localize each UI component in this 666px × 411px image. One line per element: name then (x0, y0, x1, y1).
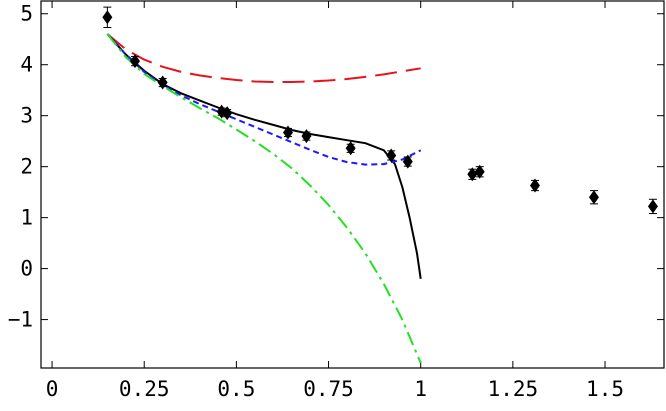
diamond-marker (474, 164, 485, 179)
diamond-marker (345, 141, 356, 156)
x-tick-label: 0.25 (119, 377, 170, 401)
data-point (282, 125, 293, 140)
diamond-marker (222, 106, 233, 121)
y-tick-label: 1 (20, 206, 33, 230)
y-tick-label: 0 (20, 257, 33, 281)
x-tick-label: 0.5 (217, 377, 255, 401)
x-tick-label: 1.25 (488, 377, 539, 401)
data-point (301, 129, 312, 144)
diamond-marker (647, 199, 658, 214)
curves (106, 33, 422, 364)
diamond-marker (130, 54, 141, 69)
data-point (222, 106, 233, 121)
data-point (386, 148, 397, 163)
y-tick-label: −1 (8, 308, 33, 332)
series-dash-dot-line (106, 33, 422, 364)
diamond-marker (588, 190, 599, 205)
series-solid-line (106, 33, 422, 279)
plot-frame (40, 0, 665, 369)
x-tick-label: 1.5 (586, 377, 624, 401)
data-point (529, 178, 540, 193)
diamond-marker (386, 148, 397, 163)
diamond-marker (282, 125, 293, 140)
y-tick-label: 2 (20, 155, 33, 179)
data-point (467, 167, 478, 182)
data-point (647, 198, 658, 215)
diamond-marker (402, 154, 413, 169)
data-point (402, 154, 413, 169)
diamond-marker (301, 129, 312, 144)
data-point (588, 190, 599, 205)
data-point (345, 141, 356, 156)
data-points (102, 6, 658, 215)
series-short-dash-line (106, 33, 422, 166)
series-long-dash-line (106, 33, 421, 83)
y-tick-label: 4 (20, 53, 33, 77)
y-axis: −1 0 1 2 3 4 5 (8, 2, 664, 332)
data-point (130, 54, 141, 69)
y-tick-label: 3 (20, 104, 33, 128)
y-tick-label: 5 (20, 2, 33, 26)
x-tick-label: 1 (414, 377, 427, 401)
data-point (157, 75, 168, 90)
data-point (474, 164, 485, 179)
x-tick-label: 0.75 (303, 377, 354, 401)
x-tick-label: 0 (46, 377, 59, 401)
diamond-marker (102, 10, 113, 25)
diamond-marker (529, 178, 540, 193)
diamond-marker (467, 167, 478, 182)
data-point (102, 6, 113, 29)
diamond-marker (157, 75, 168, 90)
x-axis: 0 0.25 0.5 0.75 1 1.25 1.5 (46, 1, 624, 401)
